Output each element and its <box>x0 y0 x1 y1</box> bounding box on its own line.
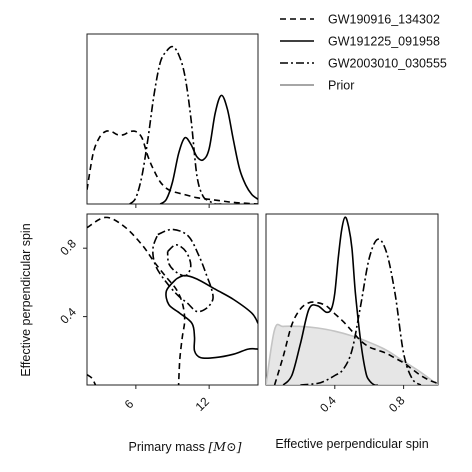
spin-marginal-1 <box>273 301 438 385</box>
panel-frame-top <box>86 33 259 205</box>
chart-marks <box>87 45 438 385</box>
joint-contour-2-1 <box>175 274 258 324</box>
spin-tick-label-y: 0.4 <box>57 305 79 327</box>
panel-frame-joint <box>86 213 259 386</box>
spin-tick-label-y: 0.8 <box>57 236 79 258</box>
joint-contour-1-1 <box>87 216 186 385</box>
legend-label-4: Prior <box>328 79 354 93</box>
joint-contour-3-1 <box>152 228 214 313</box>
spin-tick-label-x: 0.4 <box>317 393 339 415</box>
mass-marginal-3 <box>129 45 222 204</box>
legend-label-1: GW190916_134302 <box>328 13 440 27</box>
spin-marginal-2 <box>282 216 378 385</box>
legend-label-3: GW2003010_030555 <box>328 57 447 71</box>
spin-marginal-prior <box>266 323 438 385</box>
y-axis-label-spin: Effective perpendicular spin <box>19 223 33 376</box>
spin-tick-label-x: 0.8 <box>386 393 408 415</box>
joint-contour-3-2 <box>166 244 192 277</box>
mass-tick-label: 12 <box>193 394 213 414</box>
mass-tick-label: 6 <box>122 397 137 412</box>
spin-marginal-3 <box>300 238 422 385</box>
mass-marginal-2 <box>159 94 258 204</box>
mass-marginal-1 <box>87 130 258 204</box>
x-axis-label-spin: Effective perpendicular spin <box>275 437 428 451</box>
legend: GW190916_134302 GW191225_091958 GW2003010_… <box>280 13 447 93</box>
joint-contour-2-2 <box>165 278 258 360</box>
panel-frames <box>86 33 439 386</box>
legend-label-2: GW191225_091958 <box>328 35 440 49</box>
joint-contour-1-2 <box>87 374 97 385</box>
x-axis-label-mass: Primary mass [M⊙] <box>129 439 242 454</box>
